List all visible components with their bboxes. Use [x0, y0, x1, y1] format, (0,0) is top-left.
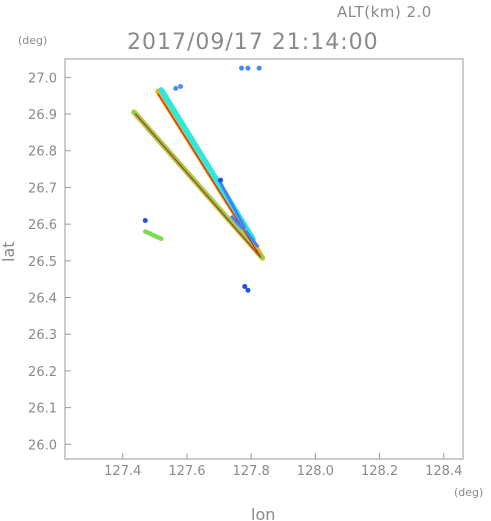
y-tick-label: 26.1 — [28, 402, 57, 417]
echo-point — [245, 287, 251, 293]
y-tick-label: 26.7 — [28, 181, 57, 196]
echo-streak — [217, 178, 247, 230]
x-unit-label: (deg) — [454, 486, 483, 499]
echo-point — [142, 217, 148, 223]
y-tick-label: 26.4 — [28, 292, 57, 307]
x-tick-label: 127.8 — [233, 464, 270, 479]
echo-point — [178, 84, 184, 90]
x-tick-label: 127.6 — [168, 464, 205, 479]
echo-point — [256, 65, 262, 71]
echo-point — [218, 177, 224, 183]
y-axis-title: lat — [0, 241, 18, 262]
echo-point — [245, 65, 251, 71]
echo-point — [239, 65, 245, 71]
x-tick-label: 128.0 — [297, 464, 334, 479]
y-tick-label: 26.8 — [28, 145, 57, 160]
y-tick-label: 26.0 — [28, 438, 57, 453]
x-tick-label: 128.4 — [425, 464, 462, 479]
x-axis-title: lon — [251, 505, 275, 521]
y-unit-label: (deg) — [18, 34, 47, 47]
y-tick-label: 26.9 — [28, 108, 57, 123]
echo-streak — [230, 215, 244, 230]
plot-marks — [131, 65, 266, 293]
echo-point — [173, 85, 179, 91]
axis-ticks: 127.4 127.6 127.8 128.0 128.2 128.4 27.0 26.9 26… — [28, 71, 462, 479]
y-tick-label: 27.0 — [28, 71, 57, 86]
echo-streak — [157, 93, 262, 258]
altitude-label: ALT(km) 2.0 — [337, 3, 432, 21]
echo-streak — [142, 229, 164, 242]
y-tick-label: 26.3 — [28, 328, 57, 343]
echo-streak — [244, 229, 260, 248]
y-tick-label: 26.5 — [28, 255, 57, 270]
echo-point — [242, 284, 248, 290]
plot-frame — [64, 58, 464, 460]
chart-title: 2017/09/17 21:14:00 — [127, 30, 379, 55]
x-tick-label: 127.4 — [104, 464, 141, 479]
x-tick-label: 128.2 — [361, 464, 398, 479]
y-tick-label: 26.2 — [28, 365, 57, 380]
echo-streak — [135, 113, 262, 258]
y-tick-label: 26.6 — [28, 218, 57, 233]
